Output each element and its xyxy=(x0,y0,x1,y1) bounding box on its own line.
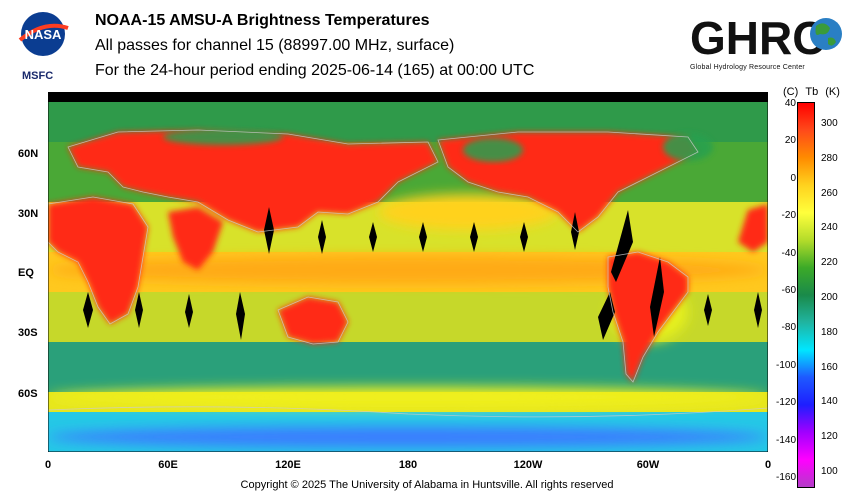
swath-gap xyxy=(369,222,377,252)
south-america-land xyxy=(608,252,688,382)
colorbar-celsius-tick: -120 xyxy=(775,397,796,409)
swath-gap xyxy=(83,292,93,328)
lon-label-0-west: 0 xyxy=(44,459,52,471)
colorbar-celsius-tick: 40 xyxy=(784,98,796,109)
colorbar-kelvin-tick: 180 xyxy=(821,326,838,338)
swath-gap xyxy=(571,212,579,250)
colorbar-celsius-tick: 0 xyxy=(790,172,796,184)
lat-label-30s: 30S xyxy=(18,327,38,339)
brightness-temperature-map xyxy=(48,92,768,452)
africa-east-land xyxy=(738,204,768,252)
map-canvas xyxy=(48,92,768,452)
colorbar-celsius-tick: -140 xyxy=(775,434,796,446)
swath-gap xyxy=(650,257,664,337)
colorbar-kelvin-tick: 280 xyxy=(821,152,838,164)
india-land xyxy=(168,207,223,270)
coastlines xyxy=(48,129,768,418)
chart-subtitle: All passes for channel 15 (88997.00 MHz,… xyxy=(95,37,455,54)
south-midlat-band xyxy=(48,342,768,392)
chart-title: NOAA-15 AMSU-A Brightness Temperatures xyxy=(95,12,430,29)
copyright-text: Copyright © 2025 The University of Alaba… xyxy=(240,479,614,491)
eurasia-land xyxy=(68,130,438,232)
colorbar-gradient xyxy=(797,102,815,488)
alaska-cool-zone xyxy=(463,138,523,162)
swath-gap xyxy=(419,222,427,252)
colorbar-kelvin-tick: 300 xyxy=(821,118,838,129)
colorbar-celsius-tick: 20 xyxy=(784,135,796,147)
swath-gap xyxy=(185,294,193,328)
ghrc-logo-text: GHRC xyxy=(690,12,825,62)
period-text: For the 24-hour period ending 2025-06-14… xyxy=(95,62,535,79)
ghrc-logo: GHRC xyxy=(690,12,842,62)
lon-label-60w: 60W xyxy=(636,459,660,471)
colorbar-header: (C) Tb (K) xyxy=(783,86,840,98)
swath-gap xyxy=(470,222,478,252)
swath-gap xyxy=(704,294,712,326)
lat-label-60n: 60N xyxy=(18,148,39,160)
lat-label-30n: 30N xyxy=(18,208,39,220)
colorbar-celsius-tick: -100 xyxy=(775,359,796,371)
colorbar-celsius-tick: -40 xyxy=(781,247,796,259)
greenland-cool-zone xyxy=(663,133,713,161)
colorbar-title: Tb xyxy=(805,86,819,98)
lon-label-120w: 120W xyxy=(513,459,543,471)
colorbar-kelvin-tick: 200 xyxy=(821,292,838,303)
colorbar-kelvin-tick: 140 xyxy=(821,396,838,408)
ghrc-subtitle: Global Hydrology Resource Center xyxy=(690,64,805,71)
nasa-logo-text: NASA xyxy=(25,27,62,42)
australia-land xyxy=(278,297,348,344)
colorbar-kelvin-tick: 240 xyxy=(821,222,838,234)
africa-land xyxy=(48,197,148,324)
colorbar-kelvin-tick: 260 xyxy=(821,187,838,199)
colorbar-kelvin-tick: 120 xyxy=(821,431,838,443)
swath-gap xyxy=(598,292,615,340)
nasa-logo: NASA xyxy=(18,12,69,56)
colorbar-kelvin-tick: 100 xyxy=(821,466,838,477)
swath-gap xyxy=(318,220,326,254)
colorbar-celsius-tick: -160 xyxy=(775,472,796,483)
lon-label-0-east: 0 xyxy=(764,459,772,471)
colorbar-celsius-tick: -60 xyxy=(781,285,796,296)
siberia-cool-zone xyxy=(163,129,283,145)
msfc-label: MSFC xyxy=(22,70,54,82)
lon-label-120e: 120E xyxy=(275,459,301,471)
colorbar-unit-celsius: (C) xyxy=(783,86,799,98)
colorbar-kelvin-tick: 160 xyxy=(821,361,838,373)
lon-label-180: 180 xyxy=(398,459,418,471)
colorbar-celsius-tick: -20 xyxy=(781,210,796,222)
swath-gap xyxy=(754,292,762,328)
swath-gap xyxy=(135,292,143,328)
lat-label-eq: EQ xyxy=(18,267,34,279)
colorbar-kelvin-tick: 220 xyxy=(821,257,838,269)
colorbar-celsius-tick: -80 xyxy=(781,322,796,334)
swath-gap xyxy=(611,210,633,282)
lat-label-60s: 60S xyxy=(18,388,38,400)
north-pole-nodata xyxy=(48,92,768,102)
lon-label-60e: 60E xyxy=(158,459,178,471)
colorbar-unit-kelvin: (K) xyxy=(825,86,840,98)
swath-gap xyxy=(520,222,528,252)
swath-gap xyxy=(236,292,245,340)
